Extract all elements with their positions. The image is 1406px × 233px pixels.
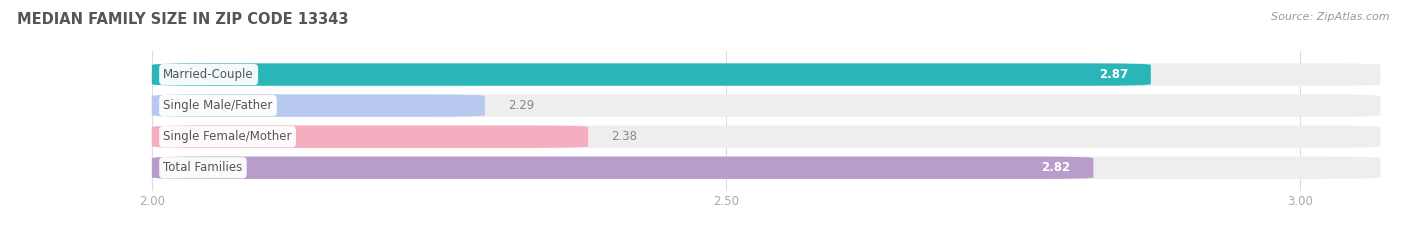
FancyBboxPatch shape <box>152 63 1152 86</box>
Text: 2.38: 2.38 <box>612 130 637 143</box>
Text: Total Families: Total Families <box>163 161 243 174</box>
Text: 2.87: 2.87 <box>1098 68 1128 81</box>
Text: 2.29: 2.29 <box>508 99 534 112</box>
Text: Married-Couple: Married-Couple <box>163 68 254 81</box>
FancyBboxPatch shape <box>152 94 1381 117</box>
FancyBboxPatch shape <box>152 126 588 148</box>
FancyBboxPatch shape <box>152 157 1094 179</box>
FancyBboxPatch shape <box>152 94 485 117</box>
Text: Single Female/Mother: Single Female/Mother <box>163 130 292 143</box>
FancyBboxPatch shape <box>152 63 1381 86</box>
Text: Single Male/Father: Single Male/Father <box>163 99 273 112</box>
Text: MEDIAN FAMILY SIZE IN ZIP CODE 13343: MEDIAN FAMILY SIZE IN ZIP CODE 13343 <box>17 12 349 27</box>
Text: Source: ZipAtlas.com: Source: ZipAtlas.com <box>1271 12 1389 22</box>
FancyBboxPatch shape <box>152 157 1381 179</box>
FancyBboxPatch shape <box>152 126 1381 148</box>
Text: 2.82: 2.82 <box>1042 161 1070 174</box>
